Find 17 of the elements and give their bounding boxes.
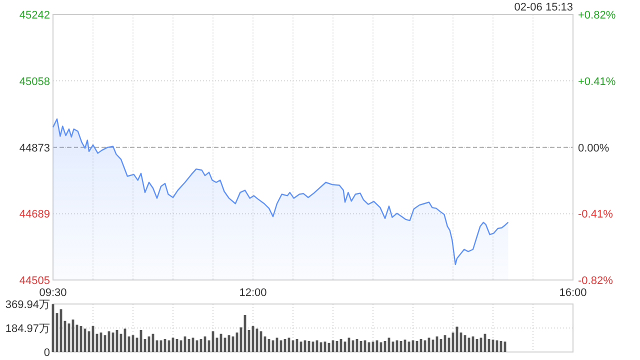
y-tick-label: 44873: [19, 142, 50, 154]
y2-tick-label: 0.00%: [578, 142, 610, 154]
y-tick-label: 44505: [19, 275, 50, 287]
y-tick-label: 44689: [19, 208, 50, 221]
y-tick-label: 0: [44, 347, 50, 359]
y2-tick-label: -0.82%: [578, 275, 614, 287]
x-tick-label: 12:00: [239, 287, 267, 299]
y-tick-label: 184.97万: [5, 323, 50, 335]
y-tick-label: 45242: [19, 10, 50, 22]
y2-tick-label: -0.41%: [578, 208, 614, 221]
y-tick-label: 369.94万: [5, 299, 50, 311]
y2-tick-label: +0.41%: [578, 76, 616, 88]
x-tick-label: 09:30: [39, 287, 67, 299]
y2-tick-label: +0.82%: [578, 10, 616, 22]
y-tick-label: 45058: [19, 76, 50, 88]
x-tick-label: 16:00: [559, 287, 587, 299]
text: 02-06 15:13: [514, 2, 573, 14]
